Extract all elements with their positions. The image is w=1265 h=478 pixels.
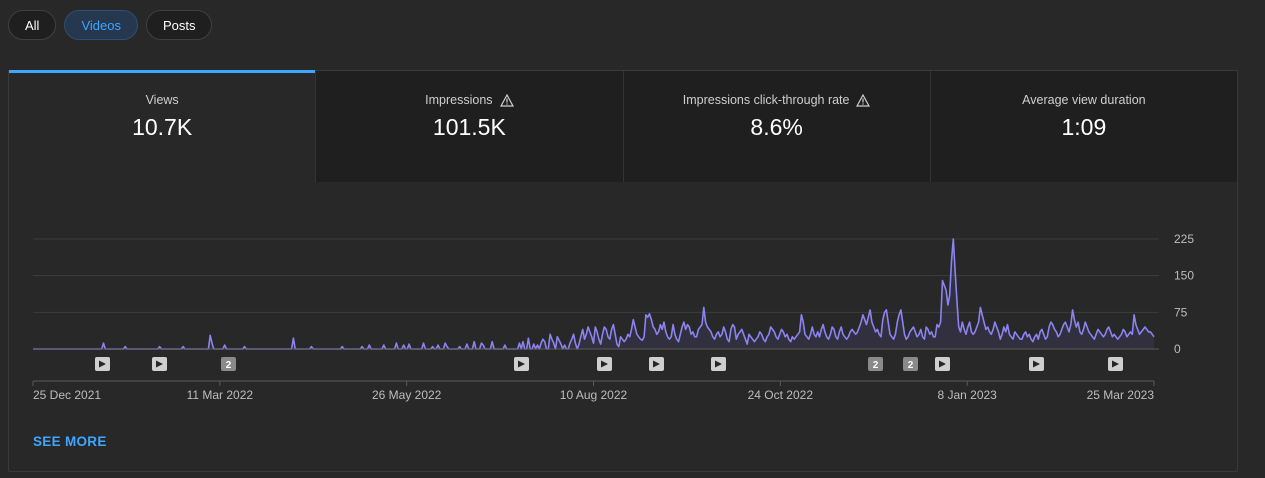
metric-value: 1:09 <box>1061 114 1107 140</box>
video-marker-play[interactable] <box>1108 357 1123 371</box>
filter-chip-posts[interactable]: Posts <box>145 10 213 40</box>
video-marker-play[interactable] <box>597 357 612 371</box>
video-marker-play[interactable] <box>649 357 664 371</box>
video-marker-play[interactable] <box>95 357 110 371</box>
see-more-link[interactable]: SEE MORE <box>33 434 107 449</box>
x-tick-label: 11 Mar 2022 <box>187 388 254 402</box>
video-marker-play[interactable] <box>152 357 167 371</box>
series-area <box>33 239 1154 349</box>
video-marker-count[interactable]: 2 <box>221 357 236 371</box>
x-tick-label: 25 Mar 2023 <box>1087 388 1155 402</box>
metric-tab-views[interactable]: Views 10.7K <box>9 70 316 182</box>
x-tick-label: 10 Aug 2022 <box>560 388 628 402</box>
x-tick-label: 8 Jan 2023 <box>937 388 997 402</box>
marker-count-label: 2 <box>873 360 879 371</box>
metric-tab-avg-view-duration[interactable]: Average view duration 1:09 <box>929 71 1237 182</box>
play-icon <box>653 360 660 368</box>
x-tick-label: 26 May 2022 <box>372 388 442 402</box>
marker-box <box>221 357 236 371</box>
y-tick-label: 150 <box>1174 269 1194 283</box>
metric-value: 10.7K <box>132 114 193 140</box>
video-marker-play[interactable] <box>1029 357 1044 371</box>
play-icon <box>156 360 163 368</box>
play-icon <box>939 360 946 368</box>
metric-label: Average view duration <box>1022 93 1146 107</box>
marker-count-label: 2 <box>908 360 914 371</box>
y-tick-label: 75 <box>1174 305 1188 319</box>
play-icon <box>1112 360 1119 368</box>
marker-box <box>903 357 918 371</box>
play-icon <box>1033 360 1040 368</box>
x-tick-label: 24 Oct 2022 <box>748 388 814 402</box>
views-line-chart: 0 75 150 225 2 2 2 25 Dec 2021 11 Mar 2022 26 May… <box>32 232 1194 402</box>
play-icon <box>715 360 722 368</box>
metric-tab-ctr[interactable]: Impressions click-through rate 8.6% <box>622 71 930 182</box>
warning-icon <box>499 93 514 107</box>
metric-tabs: Views 10.7K Impressions 101.5K Impressio… <box>9 70 1237 182</box>
metric-value: 8.6% <box>750 114 803 140</box>
video-marker-count[interactable]: 2 <box>903 357 918 371</box>
video-marker-play[interactable] <box>711 357 726 371</box>
video-marker-play[interactable] <box>514 357 529 371</box>
video-marker-count[interactable]: 2 <box>868 357 883 371</box>
video-marker-play[interactable] <box>935 357 950 371</box>
marker-box <box>868 357 883 371</box>
metric-label: Impressions click-through rate <box>682 93 850 107</box>
analytics-card: Views 10.7K Impressions 101.5K Impressio… <box>8 70 1238 472</box>
metric-value: 101.5K <box>432 114 506 140</box>
y-tick-label: 225 <box>1174 232 1194 246</box>
metric-tab-impressions[interactable]: Impressions 101.5K <box>315 71 623 182</box>
y-tick-label: 0 <box>1174 342 1181 356</box>
play-icon <box>99 360 106 368</box>
filter-chip-videos[interactable]: Videos <box>64 10 138 40</box>
filter-chips: All Videos Posts <box>8 10 213 40</box>
metric-label: Impressions <box>425 93 493 107</box>
x-tick-label: 25 Dec 2021 <box>33 388 101 402</box>
metric-label: Views <box>145 93 179 107</box>
marker-count-label: 2 <box>226 360 232 371</box>
warning-icon <box>856 93 871 107</box>
play-icon <box>601 360 608 368</box>
play-icon <box>518 360 525 368</box>
filter-chip-all[interactable]: All <box>8 10 57 40</box>
